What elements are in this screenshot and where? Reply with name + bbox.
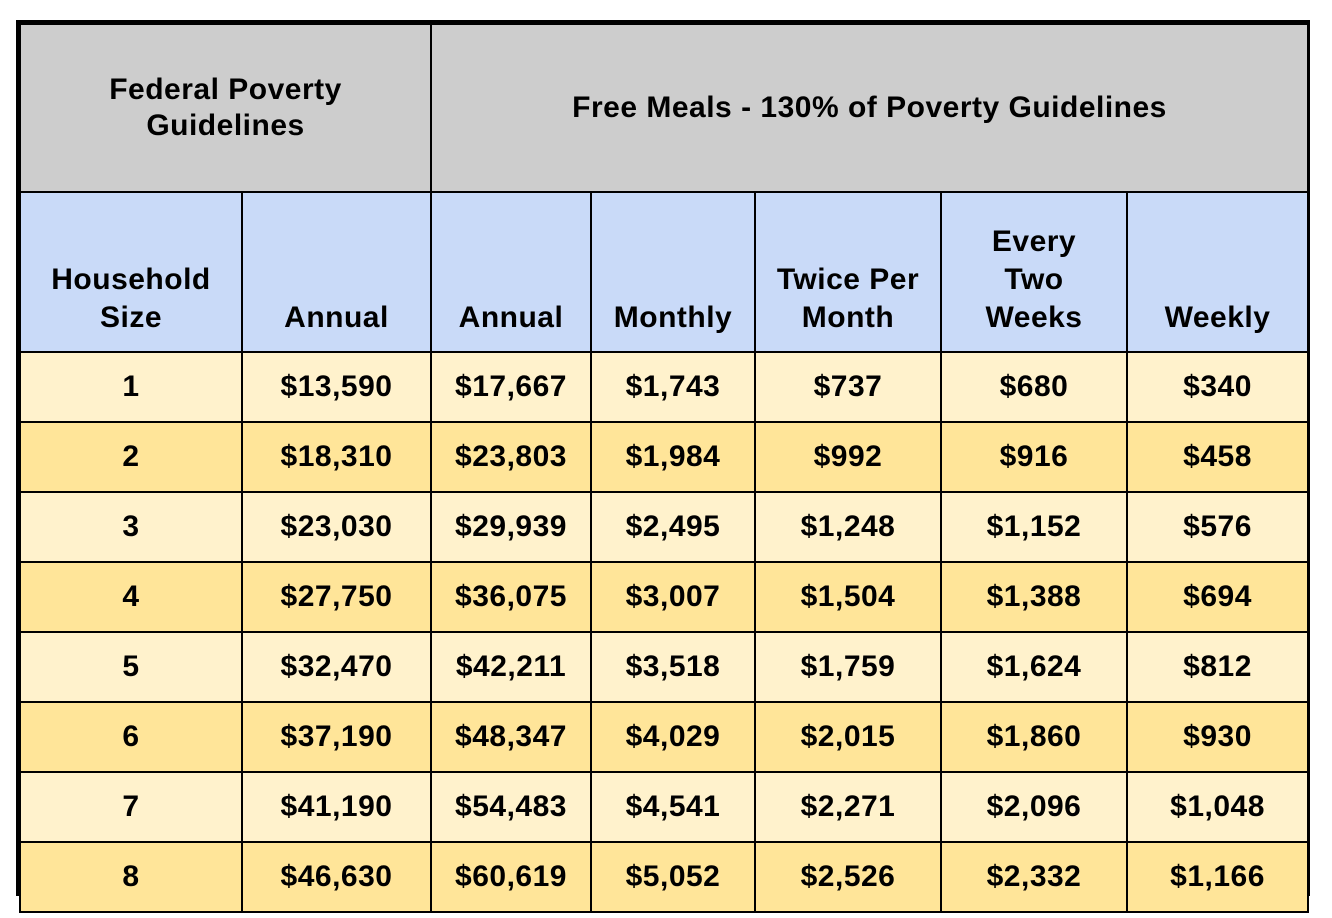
cell-weekly: $930 xyxy=(1125,701,1310,773)
column-header-label: Twice Per Month xyxy=(776,263,920,334)
cell-monthly: $1,743 xyxy=(590,351,756,423)
cell-free-annual: $60,619 xyxy=(430,841,592,913)
cell-monthly: $4,541 xyxy=(590,771,756,843)
cell-every-two-weeks: $2,096 xyxy=(940,771,1128,843)
cell-monthly: $5,052 xyxy=(590,841,756,913)
cell-free-annual: $36,075 xyxy=(430,561,592,633)
cell-household-size: 4 xyxy=(19,561,243,633)
cell-fpg-annual: $18,310 xyxy=(241,421,432,493)
poverty-guidelines-table-frame: Federal Poverty Guidelines Free Meals - … xyxy=(16,20,1310,913)
cell-monthly: $3,518 xyxy=(590,631,756,703)
group-header-federal-poverty-guidelines: Federal Poverty Guidelines xyxy=(19,23,432,193)
table-row: 2 $18,310 $23,803 $1,984 $992 $916 $458 xyxy=(19,421,1310,493)
cell-twice-per-month: $1,504 xyxy=(754,561,942,633)
cell-household-size: 3 xyxy=(19,491,243,563)
group-header-free-meals: Free Meals - 130% of Poverty Guidelines xyxy=(429,23,1310,193)
cell-every-two-weeks: $916 xyxy=(940,421,1128,493)
cell-fpg-annual: $46,630 xyxy=(241,841,432,913)
column-header-label: Every Two Weeks xyxy=(985,225,1083,334)
cell-weekly: $576 xyxy=(1125,491,1310,563)
cell-fpg-annual: $27,750 xyxy=(241,561,432,633)
cell-fpg-annual: $41,190 xyxy=(241,771,432,843)
cell-fpg-annual: $32,470 xyxy=(241,631,432,703)
cell-household-size: 5 xyxy=(19,631,243,703)
cell-twice-per-month: $2,015 xyxy=(754,701,942,773)
cell-monthly: $3,007 xyxy=(590,561,756,633)
column-header-every-two-weeks: Every Two Weeks xyxy=(940,191,1128,353)
column-header-twice-per-month: Twice Per Month xyxy=(754,191,942,353)
cell-weekly: $1,048 xyxy=(1125,771,1310,843)
table-row: 6 $37,190 $48,347 $4,029 $2,015 $1,860 $930 xyxy=(19,701,1310,773)
cell-free-annual: $23,803 xyxy=(430,421,592,493)
poverty-guidelines-table: Federal Poverty Guidelines Free Meals - … xyxy=(19,23,1310,913)
cell-fpg-annual: $23,030 xyxy=(241,491,432,563)
cell-household-size: 2 xyxy=(19,421,243,493)
table-row: 4 $27,750 $36,075 $3,007 $1,504 $1,388 $694 xyxy=(19,561,1310,633)
cell-weekly: $694 xyxy=(1125,561,1310,633)
cell-monthly: $4,029 xyxy=(590,701,756,773)
cell-every-two-weeks: $1,860 xyxy=(940,701,1128,773)
cell-twice-per-month: $1,248 xyxy=(754,491,942,563)
cell-household-size: 1 xyxy=(19,351,243,423)
column-header-household-size: Household Size xyxy=(19,191,243,353)
cell-free-annual: $42,211 xyxy=(430,631,592,703)
cell-weekly: $458 xyxy=(1125,421,1310,493)
cell-weekly: $812 xyxy=(1125,631,1310,703)
cell-every-two-weeks: $1,388 xyxy=(940,561,1128,633)
cell-free-annual: $48,347 xyxy=(430,701,592,773)
cell-twice-per-month: $992 xyxy=(754,421,942,493)
group-header-row: Federal Poverty Guidelines Free Meals - … xyxy=(19,23,1310,193)
cell-weekly: $340 xyxy=(1125,351,1310,423)
cell-free-annual: $54,483 xyxy=(430,771,592,843)
cell-free-annual: $29,939 xyxy=(430,491,592,563)
cell-twice-per-month: $2,526 xyxy=(754,841,942,913)
cell-every-two-weeks: $2,332 xyxy=(940,841,1128,913)
cell-every-two-weeks: $680 xyxy=(940,351,1128,423)
table-row: 5 $32,470 $42,211 $3,518 $1,759 $1,624 $812 xyxy=(19,631,1310,703)
cell-free-annual: $17,667 xyxy=(430,351,592,423)
cell-twice-per-month: $737 xyxy=(754,351,942,423)
cell-fpg-annual: $37,190 xyxy=(241,701,432,773)
column-header-fpg-annual: Annual xyxy=(241,191,432,353)
column-header-monthly: Monthly xyxy=(590,191,756,353)
table-row: 7 $41,190 $54,483 $4,541 $2,271 $2,096 $1,048 xyxy=(19,771,1310,843)
cell-every-two-weeks: $1,152 xyxy=(940,491,1128,563)
table-row: 8 $46,630 $60,619 $5,052 $2,526 $2,332 $1,166 xyxy=(19,841,1310,913)
table-row: 3 $23,030 $29,939 $2,495 $1,248 $1,152 $576 xyxy=(19,491,1310,563)
cell-fpg-annual: $13,590 xyxy=(241,351,432,423)
cell-household-size: 6 xyxy=(19,701,243,773)
cell-every-two-weeks: $1,624 xyxy=(940,631,1128,703)
column-header-label: Household Size xyxy=(51,263,211,334)
cell-monthly: $2,495 xyxy=(590,491,756,563)
table-body: 1 $13,590 $17,667 $1,743 $737 $680 $340 2 $18,31… xyxy=(19,351,1310,913)
column-header-row: Household Size Annual Annual Monthly Twi… xyxy=(19,191,1310,353)
cell-monthly: $1,984 xyxy=(590,421,756,493)
table-row: 1 $13,590 $17,667 $1,743 $737 $680 $340 xyxy=(19,351,1310,423)
cell-twice-per-month: $1,759 xyxy=(754,631,942,703)
column-header-weekly: Weekly xyxy=(1125,191,1310,353)
cell-household-size: 8 xyxy=(19,841,243,913)
column-header-free-annual: Annual xyxy=(430,191,592,353)
cell-weekly: $1,166 xyxy=(1125,841,1310,913)
cell-household-size: 7 xyxy=(19,771,243,843)
cell-twice-per-month: $2,271 xyxy=(754,771,942,843)
